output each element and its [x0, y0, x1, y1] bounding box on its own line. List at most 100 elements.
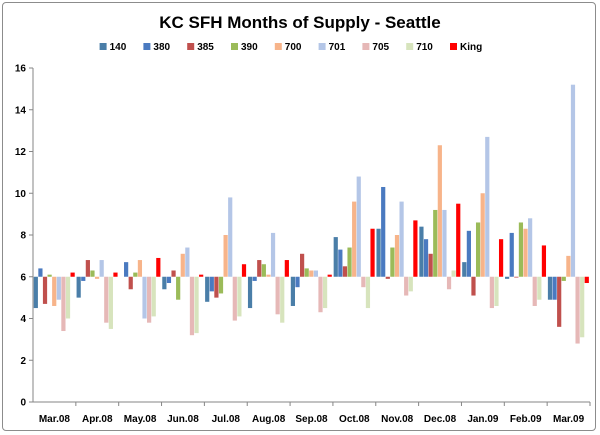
bar-710-mar-08	[65, 276, 71, 319]
bar-380-feb-09	[509, 232, 514, 277]
legend-item-701: 701	[318, 42, 346, 53]
bar-390-may-08	[133, 272, 138, 277]
bar-140-mar-09	[547, 276, 553, 300]
x-tick-label: Oct.08	[339, 414, 370, 425]
x-tick-label: Feb.09	[510, 414, 542, 425]
bar-140-jul-08	[205, 276, 210, 302]
bar-385-sep-08	[300, 253, 305, 277]
x-tick-label: Jul.08	[212, 414, 241, 425]
x-tick-label: Sep.08	[295, 414, 328, 425]
y-tick-label: 16	[15, 64, 27, 75]
bar-king-jun-08	[199, 274, 204, 277]
bar-701-jun-08	[185, 247, 190, 277]
bar-390-jan-09	[475, 222, 481, 277]
bar-385-jun-08	[171, 270, 176, 277]
bar-380-nov-08	[381, 186, 386, 277]
legend-item-705: 705	[362, 42, 390, 53]
bar-390-sep-08	[304, 268, 309, 277]
bar-385-jan-09	[471, 276, 476, 296]
bar-140-mar-08	[33, 276, 38, 309]
bar-710-jul-08	[237, 276, 242, 317]
bar-710-apr-08	[108, 276, 113, 329]
bar-390-apr-08	[90, 270, 95, 277]
bar-king-may-08	[156, 257, 161, 277]
x-tick-label: May.08	[124, 414, 157, 425]
bar-390-mar-09	[561, 276, 566, 281]
bar-king-feb-09	[541, 245, 547, 277]
legend-label: 710	[416, 42, 433, 53]
bar-380-mar-08	[38, 268, 43, 277]
bar-705-nov-08	[404, 276, 409, 296]
bar-390-feb-09	[518, 222, 524, 277]
bar-705-jun-08	[189, 276, 195, 336]
bar-710-jan-09	[494, 276, 499, 306]
legend-label: King	[460, 42, 482, 53]
bar-140-apr-08	[76, 276, 81, 298]
bar-385-nov-08	[385, 276, 390, 279]
bar-701-dec-08	[442, 209, 447, 277]
bar-705-mar-09	[575, 276, 580, 344]
bar-701-nov-08	[399, 201, 404, 277]
bar-140-sep-08	[290, 276, 295, 306]
legend-swatch	[406, 43, 414, 50]
bar-700-apr-08	[94, 276, 100, 279]
bar-king-sep-08	[327, 274, 332, 277]
bar-710-dec-08	[451, 270, 456, 277]
bar-701-aug-08	[270, 232, 276, 277]
bar-king-apr-08	[113, 272, 118, 277]
bar-701-mar-08	[56, 276, 61, 300]
bar-390-nov-08	[390, 247, 395, 277]
legend-label: 380	[153, 42, 170, 53]
bar-700-mar-08	[52, 276, 57, 306]
legend: 140 380 385 390 700 701 705 710 King	[99, 42, 482, 53]
x-tick-label: Aug.08	[252, 414, 286, 425]
legend-swatch	[274, 43, 282, 50]
bar-385-mar-08	[42, 276, 48, 304]
bar-380-jan-09	[466, 230, 471, 277]
bar-700-aug-08	[266, 274, 271, 277]
bar-385-apr-08	[85, 260, 90, 277]
bar-700-dec-08	[437, 145, 442, 277]
bar-390-aug-08	[261, 264, 266, 277]
bar-701-may-08	[142, 276, 147, 319]
bar-380-dec-08	[423, 239, 429, 277]
bar-390-dec-08	[433, 209, 438, 277]
bar-king-mar-08	[70, 272, 75, 277]
x-tick-label: Mar.08	[39, 414, 71, 425]
legend-item-385: 385	[187, 42, 214, 53]
legend-item-390: 390	[231, 42, 258, 53]
bar-390-jun-08	[176, 276, 181, 300]
bar-701-oct-08	[356, 176, 361, 277]
bar-705-oct-08	[361, 276, 366, 288]
bar-king-aug-08	[284, 260, 289, 277]
bar-king-oct-08	[370, 228, 375, 277]
bar-705-aug-08	[275, 276, 280, 315]
bar-710-feb-09	[537, 276, 542, 300]
bar-140-aug-08	[247, 276, 253, 309]
chart-title: KC SFH Months of Supply - Seattle	[159, 13, 440, 32]
bar-385-may-08	[128, 276, 133, 290]
legend-label: 390	[241, 42, 258, 53]
bar-705-feb-09	[532, 276, 537, 306]
x-tick-label: Apr.08	[82, 414, 113, 425]
legend-swatch	[143, 43, 151, 50]
bar-700-nov-08	[394, 235, 400, 277]
bar-140-dec-08	[419, 226, 424, 277]
legend-label: 701	[329, 42, 346, 53]
y-tick-label: 8	[20, 231, 26, 242]
bar-380-jul-08	[209, 276, 214, 292]
legend-item-710: 710	[406, 42, 433, 53]
legend-swatch	[99, 43, 107, 50]
bar-701-feb-09	[528, 218, 533, 277]
y-tick-label: 12	[15, 147, 27, 158]
y-tick-label: 4	[20, 314, 26, 325]
bar-701-jul-08	[228, 197, 233, 277]
legend-label: 705	[372, 42, 389, 53]
bar-380-sep-08	[295, 276, 300, 288]
y-tick-label: 2	[20, 356, 26, 367]
bar-705-may-08	[147, 276, 152, 323]
bar-380-may-08	[124, 262, 129, 277]
bar-140-nov-08	[376, 228, 381, 277]
legend-item-380: 380	[143, 42, 171, 53]
